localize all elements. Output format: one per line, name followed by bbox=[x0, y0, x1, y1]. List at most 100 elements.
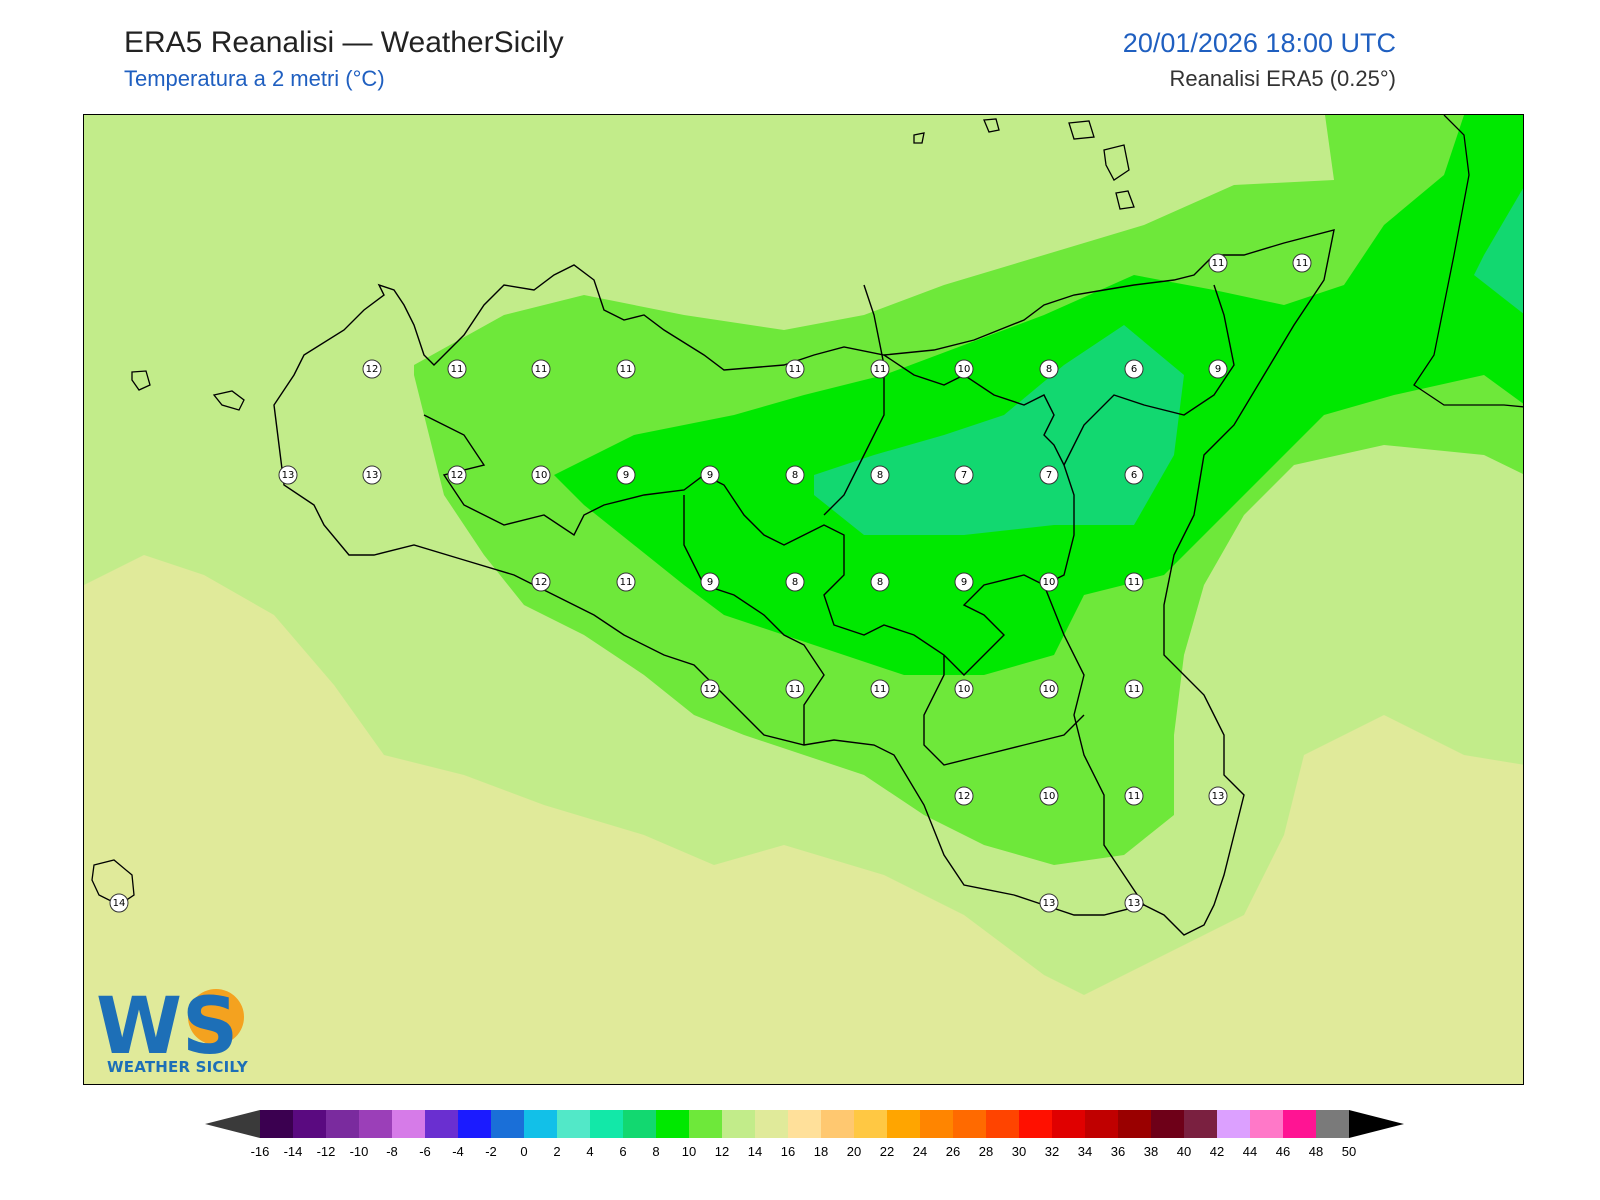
temp-label-value: 10 bbox=[535, 470, 548, 481]
colorbar-tick-label: 8 bbox=[652, 1144, 659, 1159]
temp-label-value: 6 bbox=[1131, 470, 1137, 481]
temp-label-value: 11 bbox=[1296, 258, 1309, 269]
colorbar-ticks: -16 -14 -12 -10 -8 -6 -4 -2 0 2 4 6 8 10 12 14 16 18 20 22 2… bbox=[251, 1144, 1357, 1159]
temp-label-value: 11 bbox=[1128, 577, 1141, 588]
temp-label-marker bbox=[1124, 679, 1144, 699]
temp-label-marker bbox=[700, 572, 720, 592]
temp-label-marker bbox=[1039, 465, 1059, 485]
colorbar-tick-label: 32 bbox=[1045, 1144, 1059, 1159]
temp-label-marker bbox=[616, 465, 636, 485]
temp-label-marker bbox=[1124, 359, 1144, 379]
temp-label-value: 11 bbox=[451, 364, 464, 375]
valid-datetime: 20/01/2026 18:00 UTC bbox=[1122, 28, 1396, 58]
temp-label-marker bbox=[1124, 465, 1144, 485]
colorbar-cell bbox=[722, 1110, 755, 1138]
colorbar-tick-label: -4 bbox=[452, 1144, 464, 1159]
colorbar-tick-label: 44 bbox=[1243, 1144, 1257, 1159]
temp-label-marker bbox=[870, 465, 890, 485]
temp-label-marker bbox=[954, 465, 974, 485]
temp-label-value: 6 bbox=[1131, 364, 1137, 375]
temp-label-value: 10 bbox=[1043, 791, 1056, 802]
temp-label-value: 8 bbox=[877, 577, 883, 588]
temp-label-value: 13 bbox=[1128, 898, 1141, 909]
temp-label-marker bbox=[870, 572, 890, 592]
temp-label-marker bbox=[531, 359, 551, 379]
colorbar-cells bbox=[205, 1110, 1404, 1138]
temp-label-value: 9 bbox=[623, 470, 629, 481]
colorbar-cell bbox=[953, 1110, 986, 1138]
colorbar-tick-label: 28 bbox=[979, 1144, 993, 1159]
temp-label-value: 10 bbox=[1043, 684, 1056, 695]
map-canvas: 12 11 11 11 11 11 10 8 6 9 13 13 12 10 9 9 8 8 7 7 6 12 11 9 8 8 9… bbox=[84, 115, 1523, 1084]
temp-label-value: 8 bbox=[877, 470, 883, 481]
colorbar: -16 -14 -12 -10 -8 -6 -4 -2 0 2 4 6 8 10 12 14 16 18 20 22 2… bbox=[205, 1110, 1404, 1159]
colorbar-tick-label: 0 bbox=[520, 1144, 527, 1159]
temp-label-marker bbox=[954, 572, 974, 592]
temp-label-value: 12 bbox=[958, 791, 971, 802]
temp-label-value: 10 bbox=[958, 364, 971, 375]
colorbar-cell bbox=[1283, 1110, 1316, 1138]
colorbar-cell bbox=[1250, 1110, 1283, 1138]
temp-label-marker bbox=[447, 465, 467, 485]
temp-label-value: 11 bbox=[874, 364, 887, 375]
temp-label-marker bbox=[870, 359, 890, 379]
colorbar-tick-label: 16 bbox=[781, 1144, 795, 1159]
colorbar-cell bbox=[1019, 1110, 1052, 1138]
colorbar-cell bbox=[557, 1110, 590, 1138]
temp-label-value: 11 bbox=[620, 577, 633, 588]
temp-label-marker bbox=[1039, 786, 1059, 806]
colorbar-tick-label: 36 bbox=[1111, 1144, 1125, 1159]
colorbar-cell bbox=[524, 1110, 557, 1138]
weathersicily-logo: WS bbox=[96, 985, 244, 1072]
colorbar-cell bbox=[1118, 1110, 1151, 1138]
temp-label-value: 11 bbox=[1212, 258, 1225, 269]
colorbar-cell bbox=[788, 1110, 821, 1138]
coastline bbox=[273, 229, 1335, 936]
colorbar-tick-label: 38 bbox=[1144, 1144, 1158, 1159]
colorbar-tick-label: 2 bbox=[553, 1144, 560, 1159]
colorbar-tick-label: 30 bbox=[1012, 1144, 1026, 1159]
logo-letters: WS bbox=[96, 985, 238, 1072]
temp-label-marker bbox=[447, 359, 467, 379]
colorbar-tick-label: -2 bbox=[485, 1144, 497, 1159]
temp-label-marker bbox=[1039, 679, 1059, 699]
band-6-8-east bbox=[1474, 188, 1523, 314]
colorbar-cell bbox=[359, 1110, 392, 1138]
colorbar-cell bbox=[986, 1110, 1019, 1138]
temp-label-value: 12 bbox=[451, 470, 464, 481]
colorbar-tick-label: -8 bbox=[386, 1144, 398, 1159]
temp-label-marker bbox=[1208, 359, 1228, 379]
colorbar-tick-label: 34 bbox=[1078, 1144, 1092, 1159]
temp-label-marker bbox=[870, 679, 890, 699]
colorbar-tick-label: 22 bbox=[880, 1144, 894, 1159]
colorbar-cell bbox=[392, 1110, 425, 1138]
colorbar-cell bbox=[1184, 1110, 1217, 1138]
colorbar-tick-label: 40 bbox=[1177, 1144, 1191, 1159]
temp-label-marker bbox=[616, 572, 636, 592]
temp-label-marker bbox=[785, 465, 805, 485]
colorbar-tick-label: 18 bbox=[814, 1144, 828, 1159]
colorbar-cell bbox=[1217, 1110, 1250, 1138]
colorbar-tick-label: 50 bbox=[1342, 1144, 1356, 1159]
colorbar-cell bbox=[656, 1110, 689, 1138]
temp-label-marker bbox=[362, 359, 382, 379]
temp-label-value: 9 bbox=[1215, 364, 1221, 375]
temp-label-marker bbox=[1124, 893, 1144, 913]
colorbar-tick-label: -12 bbox=[317, 1144, 336, 1159]
temp-label-marker bbox=[278, 465, 298, 485]
colorbar-tick-label: 12 bbox=[715, 1144, 729, 1159]
temp-label-value: 13 bbox=[1043, 898, 1056, 909]
colorbar-cell bbox=[326, 1110, 359, 1138]
colorbar-cell bbox=[590, 1110, 623, 1138]
colorbar-cell bbox=[920, 1110, 953, 1138]
colorbar-tick-label: 4 bbox=[586, 1144, 593, 1159]
temp-label-marker bbox=[954, 679, 974, 699]
colorbar-tick-label: 26 bbox=[946, 1144, 960, 1159]
colorbar-cell bbox=[1151, 1110, 1184, 1138]
colorbar-tick-label: -14 bbox=[284, 1144, 303, 1159]
temperature-map[interactable]: 12 11 11 11 11 11 10 8 6 9 13 13 12 10 9 9 8 8 7 7 6 12 11 9 8 8 9… bbox=[83, 114, 1524, 1085]
temp-label-marker bbox=[616, 359, 636, 379]
colorbar-cell bbox=[293, 1110, 326, 1138]
colorbar-cell bbox=[689, 1110, 722, 1138]
temp-label-marker bbox=[531, 572, 551, 592]
